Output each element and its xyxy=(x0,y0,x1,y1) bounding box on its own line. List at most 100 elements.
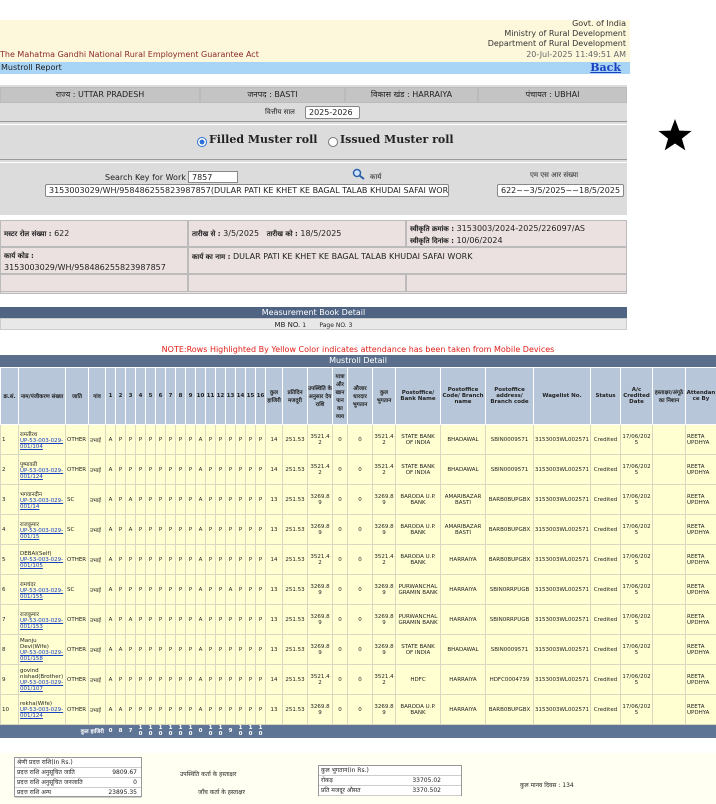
code-cell: SBIN0009571 xyxy=(485,424,534,455)
msr-select[interactable]: 622~~3/5/2025~~18/5/2025 xyxy=(497,184,624,197)
attendance-cell: P xyxy=(225,544,236,575)
attendance-cell: P xyxy=(115,514,126,545)
credited-cell: 17/06/2025 xyxy=(620,574,653,605)
wagelist-cell: 3153003WL002571 xyxy=(533,574,591,605)
column-header: 9 xyxy=(185,367,196,425)
work-label: कार्य xyxy=(370,173,382,181)
attendance-cell: P xyxy=(225,514,236,545)
radio-filled[interactable] xyxy=(197,137,207,147)
attendance-cell: P xyxy=(255,454,266,485)
attendance-by-cell: REETA UPDHYA xyxy=(685,424,716,455)
wagelist-cell: 3153003WL002571 xyxy=(533,544,591,575)
day-total: 10 xyxy=(145,724,156,738)
attendance-cell: P xyxy=(135,514,146,545)
registration-link[interactable]: UP-53-003-029-001/104 xyxy=(20,437,64,450)
attendance-cell: P xyxy=(235,514,246,545)
column-header: यात्रा और खान पान का व्यय xyxy=(332,367,348,425)
signature-cell xyxy=(652,484,686,515)
days-cell: 13 xyxy=(265,514,283,545)
category-title: श्रेणी प्रदत्त राशि(In Rs.) xyxy=(15,758,141,768)
worker-row: 7 राजकुमार UP-53-003-029-001/153 OTHER उभाई A… xyxy=(0,604,716,635)
registration-link[interactable]: UP-53-003-029-001/107 xyxy=(20,679,64,692)
village-cell: उभाई xyxy=(88,664,106,695)
status-cell: Credited xyxy=(590,604,621,635)
attendance-cell: P xyxy=(145,454,156,485)
column-header: 12 xyxy=(215,367,226,425)
tools-cell: 0 xyxy=(347,664,373,695)
registration-link[interactable]: UP-53-003-029-001/105 xyxy=(20,556,64,569)
wage-cell: 251.53 xyxy=(282,424,308,455)
registration-link[interactable]: UP-53-003-029-001/124 xyxy=(20,706,64,719)
credited-cell: 17/06/2025 xyxy=(620,424,653,455)
attendance-cell: P xyxy=(245,634,256,665)
back-link[interactable]: Back xyxy=(590,61,621,74)
name-cell: रामचंदर UP-53-003-029-001/155 xyxy=(18,574,66,605)
attendance-cell: P xyxy=(225,694,236,725)
attendance-cell: P xyxy=(155,454,166,485)
star-icon[interactable] xyxy=(657,118,693,154)
info-cell: स्वीकृति क्रमांक : 3153003/2024-2025/226… xyxy=(406,220,627,247)
village-cell: उभाई xyxy=(88,454,106,485)
status-cell: Credited xyxy=(590,484,621,515)
registration-link[interactable]: UP-53-003-029-001/14 xyxy=(20,497,64,510)
signature-cell xyxy=(652,604,686,635)
info-cell: कार्य का नाम : DULAR PATI KE KHET KE BAG… xyxy=(188,247,627,274)
column-header: A/c Credited Date xyxy=(620,367,653,425)
attendance-by-cell: REETA UPDHYA xyxy=(685,514,716,545)
status-cell: Credited xyxy=(590,454,621,485)
column-header: 10 xyxy=(195,367,206,425)
attendance-cell: A xyxy=(195,664,206,695)
branch-cell: HARRAIYA xyxy=(440,664,486,695)
registration-link[interactable]: UP-53-003-029-001/15 xyxy=(20,527,64,540)
total-label: कुल हाजिरी xyxy=(0,724,106,738)
attendance-cell: P xyxy=(145,694,156,725)
radio-issued[interactable] xyxy=(328,137,338,147)
attendance-cell: P xyxy=(215,634,226,665)
issued-label[interactable]: Issued Muster roll xyxy=(340,133,454,146)
signature-cell xyxy=(652,664,686,695)
attendance-cell: A xyxy=(195,544,206,575)
mb-title: Measurement Book Detail xyxy=(0,307,627,318)
attendance-cell: P xyxy=(135,604,146,635)
sr-cell: 10 xyxy=(0,694,19,725)
worker-name: DEBAI(Self) xyxy=(20,550,52,557)
travel-cell: 0 xyxy=(332,604,348,635)
attendance-cell: P xyxy=(235,454,246,485)
attendance-cell: P xyxy=(115,424,126,455)
attendance-cell: A xyxy=(115,694,126,725)
attendance-cell: P xyxy=(145,574,156,605)
attendance-cell: P xyxy=(175,694,186,725)
worker-name: रामतीरथ xyxy=(20,431,38,438)
attendance-cell: A xyxy=(105,664,116,695)
attendance-cell: P xyxy=(165,424,176,455)
attendance-cell: P xyxy=(255,424,266,455)
days-cell: 13 xyxy=(265,634,283,665)
search-icon[interactable] xyxy=(352,168,366,180)
attendance-cell: P xyxy=(255,694,266,725)
search-input[interactable]: 7857 xyxy=(188,171,238,183)
attendance-cell: P xyxy=(155,424,166,455)
attendance-cell: P xyxy=(245,544,256,575)
wagelist-cell: 3153003WL002571 xyxy=(533,604,591,635)
registration-link[interactable]: UP-53-003-029-001/124 xyxy=(20,467,64,480)
sc-row: प्रदत्त राशि अनुसूचित जाति 9809.67 xyxy=(15,768,141,778)
code-cell: SBIN0009571 xyxy=(485,454,534,485)
attendance-cell: P xyxy=(215,484,226,515)
attendance-sign: उपस्थिति कर्ता के हस्ताक्षर xyxy=(180,771,237,778)
registration-link[interactable]: UP-53-003-029-001/155 xyxy=(20,587,64,600)
wage-cell: 251.53 xyxy=(282,454,308,485)
attendance-cell: P xyxy=(175,454,186,485)
filled-label[interactable]: Filled Muster roll xyxy=(209,133,318,146)
column-header: 1 xyxy=(105,367,116,425)
fin-year-select[interactable]: 2025-2026 xyxy=(305,106,360,119)
registration-link[interactable]: UP-53-003-029-001/153 xyxy=(20,617,64,630)
bank-cell: BARODA U.P. BANK xyxy=(395,544,441,575)
state-cell: राज्य : UTTAR PRADESH xyxy=(0,87,200,103)
panchayat-cell: पंचायत : UBHAI xyxy=(478,87,627,103)
attendance-cell: P xyxy=(225,634,236,665)
work-select[interactable]: 3153003029/WH/958486255823987857(DULAR P… xyxy=(45,184,449,197)
day-total: 10 xyxy=(245,724,256,738)
attendance-cell: P xyxy=(205,574,216,605)
attendance-by-cell: REETA UPDHYA xyxy=(685,694,716,725)
registration-link[interactable]: UP-53-003-029-001/158 xyxy=(20,649,64,662)
